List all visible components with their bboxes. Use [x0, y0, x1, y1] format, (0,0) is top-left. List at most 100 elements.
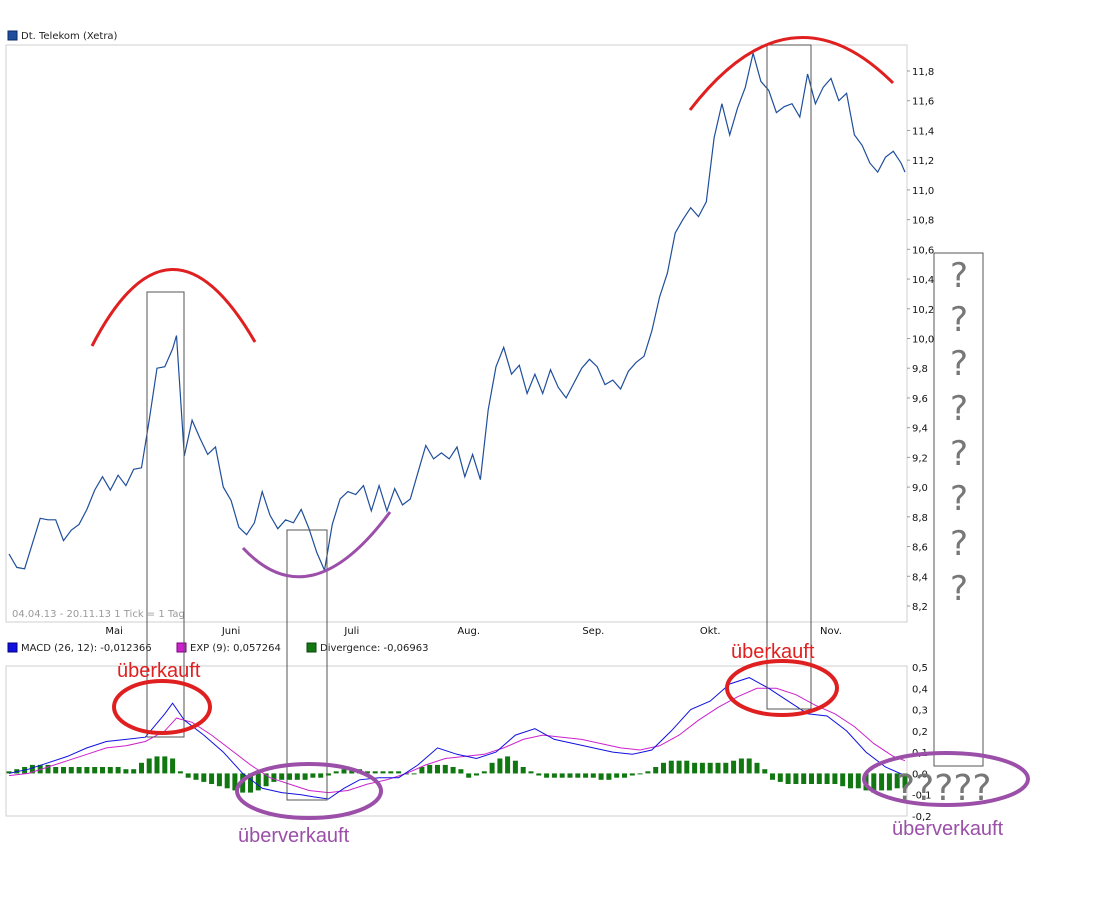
- macd-y-tick-label: 0,3: [912, 706, 928, 717]
- oversold-label-future: überverkauft: [892, 818, 1004, 840]
- divergence-bar: [520, 767, 526, 774]
- divergence-bar: [435, 764, 440, 774]
- divergence-bar: [131, 769, 137, 774]
- month-label: Juni: [221, 626, 240, 637]
- divergence-bar: [154, 756, 160, 774]
- divergence-bar: [466, 773, 472, 778]
- price-y-tick-label: 9,0: [912, 483, 928, 494]
- question-mark: ?: [950, 569, 968, 609]
- price-legend-label: Dt. Telekom (Xetra): [21, 31, 118, 42]
- month-label: Nov.: [820, 626, 842, 637]
- divergence-bar: [146, 758, 152, 774]
- divergence-bar: [715, 762, 721, 774]
- month-label: Mai: [105, 626, 123, 637]
- exp-legend-swatch: [176, 642, 187, 653]
- top-arc-october: [688, 36, 895, 111]
- divergence-bar: [676, 760, 682, 774]
- divergence-bar: [614, 773, 620, 778]
- price-y-tick-label: 10,0: [912, 335, 934, 346]
- overbought-label-may: überkauft: [117, 660, 201, 682]
- divergence-bar: [255, 773, 261, 791]
- divergence-bar: [263, 773, 269, 787]
- divergence-bar: [209, 773, 215, 784]
- divergence-bar: [551, 773, 557, 778]
- divergence-bar: [294, 773, 300, 780]
- question-marks-row: ?????: [896, 768, 992, 809]
- price-panel-frame: [5, 44, 908, 623]
- divergence-bar: [372, 771, 378, 774]
- divergence-bar: [590, 773, 596, 778]
- divergence-bar: [661, 762, 666, 774]
- question-mark: ?: [950, 524, 968, 564]
- divergence-bar: [162, 756, 168, 774]
- month-label: Juli: [343, 626, 359, 637]
- divergence-bar: [777, 773, 783, 782]
- divergence-bar: [544, 773, 550, 778]
- divergence-bar: [310, 773, 316, 778]
- divergence-bar: [653, 767, 659, 774]
- price-y-tick-label: 8,2: [912, 602, 928, 613]
- divergence-bar: [536, 773, 542, 776]
- divergence-bar: [170, 758, 176, 774]
- divergence-bar: [512, 760, 518, 774]
- macd-legend-label: MACD (26, 12): -0,012366: [21, 643, 152, 654]
- divergence-bar: [333, 771, 339, 774]
- price-y-tick-label: 11,4: [912, 126, 934, 137]
- divergence-bar: [723, 762, 729, 774]
- price-y-tick-label: 9,6: [912, 394, 928, 405]
- question-mark: ?: [950, 389, 968, 429]
- month-label: Sep.: [582, 626, 604, 637]
- price-y-tick-label: 10,2: [912, 305, 934, 316]
- divergence-bar: [396, 771, 402, 774]
- divergence-bar: [848, 773, 853, 789]
- question-mark: ?: [950, 434, 968, 474]
- price-legend-swatch: [7, 30, 18, 41]
- oversold-ellipse-future: [862, 751, 1030, 807]
- divergence-bar: [886, 773, 892, 791]
- divergence-bar: [629, 773, 635, 776]
- divergence-bar: [224, 773, 230, 789]
- exp-legend-label: EXP (9): 0,057264: [190, 643, 281, 654]
- divergence-bar: [349, 769, 355, 774]
- divergence-bar: [770, 773, 775, 780]
- divergence-bar: [840, 773, 846, 787]
- divergence-bar: [832, 773, 838, 784]
- divergence-bar: [201, 773, 207, 782]
- divergence-bar: [894, 773, 900, 789]
- price-x-axis: Mai Juni Juli Aug. Sep. Okt. Nov.: [105, 626, 842, 637]
- divergence-bar: [575, 773, 581, 778]
- divergence-bar: [341, 769, 347, 774]
- divergence-bar: [668, 760, 674, 774]
- overbought-ellipse-october: [725, 659, 839, 717]
- divergence-bar: [419, 767, 425, 774]
- divergence-bar: [411, 773, 417, 775]
- divergence-bar: [193, 773, 199, 780]
- divergence-bar: [107, 767, 113, 774]
- divergence-bar: [216, 773, 222, 787]
- divergence-bar: [645, 771, 651, 774]
- divergence-bar: [746, 758, 752, 774]
- divergence-bar: [287, 773, 292, 780]
- divergence-bar: [699, 762, 705, 774]
- divergence-bar: [442, 764, 448, 774]
- bottom-arc-june: [241, 511, 392, 579]
- price-y-tick-label: 11,2: [912, 156, 934, 167]
- divergence-bar: [279, 773, 285, 780]
- divergence-bar: [762, 769, 768, 774]
- divergence-bar: [177, 771, 183, 774]
- divergence-bar: [567, 773, 573, 778]
- month-label: Okt.: [700, 626, 721, 637]
- question-mark: ?: [950, 300, 968, 340]
- price-y-tick-label: 9,2: [912, 453, 928, 464]
- range-label: 04.04.13 - 20.11.13 1 Tick = 1 Tag: [12, 609, 185, 620]
- divergence-bar: [76, 767, 82, 774]
- divergence-bar: [100, 767, 105, 774]
- divergence-bar: [871, 773, 877, 793]
- divergence-bar: [583, 773, 589, 778]
- divergence-bar: [637, 773, 643, 775]
- divergence-bar: [427, 764, 433, 774]
- top-arc-may: [90, 268, 257, 347]
- price-y-tick-label: 11,6: [912, 97, 934, 108]
- price-y-tick-label: 9,8: [912, 364, 928, 375]
